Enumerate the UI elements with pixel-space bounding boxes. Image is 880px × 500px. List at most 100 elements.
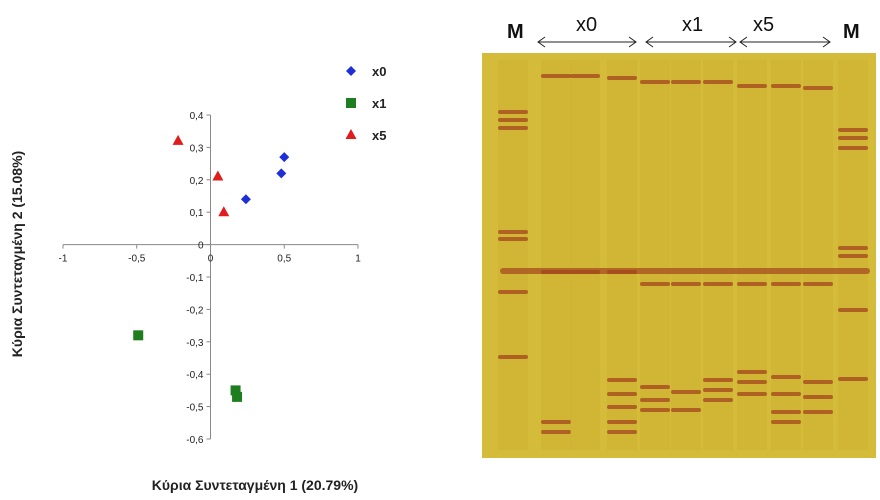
gel-band	[498, 230, 528, 234]
x-tick-label: 0,5	[277, 254, 291, 265]
y-tick-label: 0,3	[190, 143, 204, 154]
gel-band	[640, 80, 670, 84]
x-axis-title: Κύρια Συντεταγμένη 1 (20.79%)	[152, 477, 358, 493]
gel-band	[607, 405, 637, 409]
gel-band	[803, 395, 833, 399]
gel-lane	[607, 60, 637, 450]
legend-label-x0: x0	[372, 64, 386, 79]
chart-legend: x0 x1 x5	[345, 64, 386, 143]
gel-band	[640, 385, 670, 389]
gel-lane	[803, 60, 833, 450]
data-point-x0	[240, 194, 251, 205]
gel-lane	[671, 60, 701, 450]
gel-lane	[640, 60, 670, 450]
gel-band	[498, 290, 528, 294]
data-point-x1	[232, 391, 243, 402]
gel-label-x1: x1	[682, 14, 703, 36]
y-tick-label: -0,2	[186, 305, 204, 316]
gel-band	[737, 370, 767, 374]
gel-band	[771, 282, 801, 286]
gel-label-marker-left: M	[507, 21, 524, 43]
gel-band	[838, 136, 868, 140]
arrow-head	[537, 36, 546, 48]
gel-band	[771, 392, 801, 396]
data-point-x1	[230, 385, 241, 396]
y-tick-label: 0,4	[190, 111, 204, 122]
x-tick-label: 0	[208, 254, 214, 265]
gel-lane	[541, 60, 571, 450]
gel-band	[607, 430, 637, 434]
gel-band	[771, 420, 801, 424]
gel-band	[607, 392, 637, 396]
arrow-head	[739, 36, 748, 48]
data-point-x0	[276, 168, 287, 179]
data-point-x5	[172, 134, 184, 145]
x-axis-ticks: -1 -0,5 0 0,5 1	[59, 244, 361, 265]
gel-band	[771, 375, 801, 379]
gel-label-x5: x5	[753, 14, 774, 36]
gel-band	[607, 420, 637, 424]
arrow-head	[645, 36, 654, 48]
y-tick-label: -0,1	[186, 273, 204, 284]
gel-band	[703, 282, 733, 286]
arrow-head	[822, 36, 831, 48]
gel-band	[541, 420, 571, 424]
arrow-head	[728, 36, 737, 48]
gel-band	[671, 80, 701, 84]
gel-label-x0: x0	[576, 14, 597, 36]
y-axis-ticks: 0,4 0,3 0,2 0,1 0 -0,1 -0,2 -0,3 -0,4 -0,5 -0,6	[186, 111, 211, 446]
gel-band	[838, 246, 868, 250]
gel-band	[541, 74, 571, 78]
gel-lane	[703, 60, 733, 450]
data-point-x0	[279, 152, 290, 163]
y-tick-label: 0,1	[190, 208, 204, 219]
gel-band	[607, 378, 637, 382]
y-tick-label: -0,3	[186, 338, 204, 349]
gel-band	[640, 408, 670, 412]
gel-band	[737, 392, 767, 396]
gel-bands	[482, 53, 876, 458]
gel-band	[703, 388, 733, 392]
gel-band	[498, 355, 528, 359]
data-points	[133, 134, 290, 402]
gel-band	[838, 146, 868, 150]
gel-band	[671, 390, 701, 394]
x-tick-label: -0,5	[128, 254, 146, 265]
gel-band	[803, 410, 833, 414]
legend-marker-x1	[346, 98, 356, 108]
gel-lane	[737, 60, 767, 450]
gel-band	[803, 282, 833, 286]
gel-band	[737, 84, 767, 88]
data-point-x1	[133, 330, 144, 341]
y-tick-label: 0	[198, 241, 204, 252]
gel-band	[838, 377, 868, 381]
gel-band	[498, 118, 528, 122]
gel-band	[703, 378, 733, 382]
gel-lane	[570, 60, 600, 450]
gel-band	[703, 398, 733, 402]
data-point-x5	[218, 206, 230, 217]
x-tick-label: 1	[355, 254, 361, 265]
legend-label-x1: x1	[372, 96, 386, 111]
gel-band	[498, 237, 528, 241]
gel-band	[838, 128, 868, 132]
scatter-chart: -1 -0,5 0 0,5 1 0,4 0,3 0,2 0,1 0 -0,1 -0,2 -0,3 -0,…	[9, 64, 386, 493]
gel-band	[640, 398, 670, 402]
legend-marker-x0	[346, 66, 356, 76]
legend-label-x5: x5	[372, 128, 386, 143]
gel-lane	[771, 60, 801, 450]
gel-band	[803, 380, 833, 384]
gel-band	[570, 74, 600, 78]
y-tick-label: 0,2	[190, 176, 204, 187]
gel-band	[838, 308, 868, 312]
gel-band	[498, 126, 528, 130]
x-tick-label: -1	[59, 254, 68, 265]
lane-group-arrows	[537, 36, 831, 48]
y-tick-label: -0,5	[186, 403, 204, 414]
data-point-x5	[212, 170, 224, 181]
gel-label-marker-right: M	[843, 21, 860, 43]
gel-lane	[498, 60, 528, 450]
gel-band	[838, 254, 868, 258]
y-tick-label: -0,6	[186, 435, 204, 446]
